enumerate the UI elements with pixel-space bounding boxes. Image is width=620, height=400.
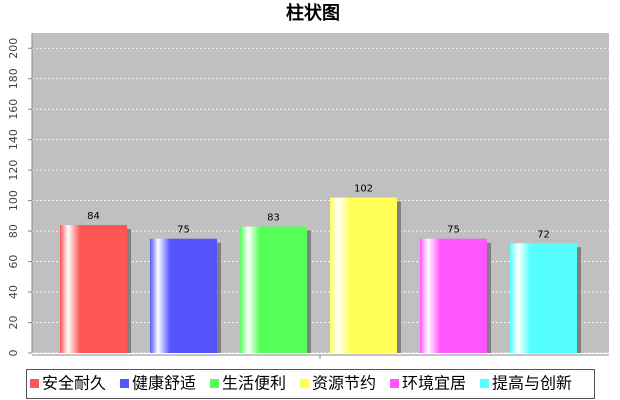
value-label: 75 [447,225,460,236]
bar [240,226,307,353]
y-tick-label: 140 [7,129,20,150]
bar [150,238,217,353]
y-tick-label: 0 [7,350,20,357]
bar [330,197,397,353]
legend-label: 资源节约 [312,374,376,393]
y-tick-label: 160 [7,99,20,120]
y-tick-label: 100 [7,190,20,211]
value-label: 102 [354,184,373,195]
y-tick-label: 60 [7,255,20,269]
value-label: 83 [267,213,280,224]
legend-swatch [120,379,129,388]
legend-swatch [300,379,309,388]
bar [420,238,487,353]
y-tick-label: 120 [7,160,20,181]
legend-swatch [390,379,399,388]
y-tick-label: 180 [7,68,20,89]
y-tick-label: 80 [7,224,20,238]
legend-label: 生活便利 [222,374,286,393]
y-tick-label: 200 [7,38,20,59]
legend-swatch [30,379,39,388]
legend-swatch [210,379,219,388]
bar [510,243,577,353]
legend-label: 安全耐久 [42,374,106,393]
legend-swatch [480,379,489,388]
chart-title: 柱状图 [286,2,340,24]
legend-label: 环境宜居 [402,374,466,393]
value-label: 72 [537,229,550,240]
legend-label: 提高与创新 [492,374,572,393]
y-tick-label: 20 [7,316,20,330]
bar [60,225,127,353]
y-tick-label: 40 [7,285,20,299]
value-label: 84 [87,211,100,222]
value-label: 75 [177,225,190,236]
legend-label: 健康舒适 [132,374,196,393]
